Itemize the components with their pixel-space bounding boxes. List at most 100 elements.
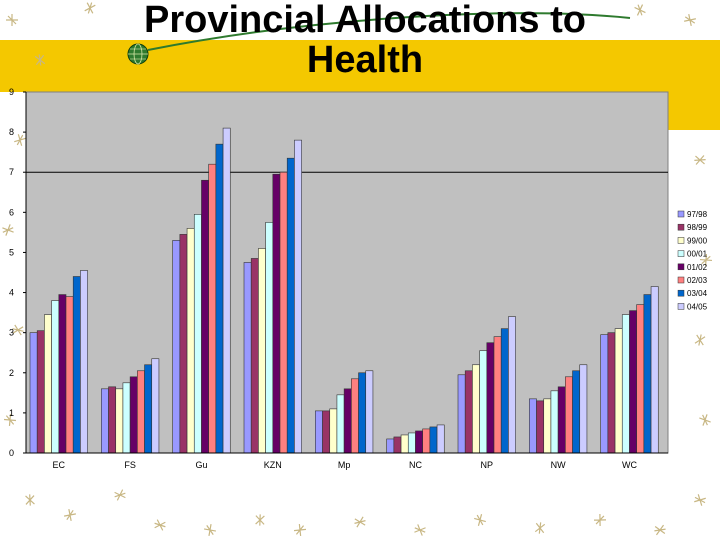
bar-np-98-99: [464, 370, 473, 454]
bar-np-04-05: [508, 316, 516, 454]
doodle-mark: [14, 134, 26, 146]
bar-gu-00-01: [193, 214, 202, 454]
bar-nc-99-00: [400, 434, 409, 454]
y-tick-label: 6: [9, 207, 14, 217]
doodle-mark: [114, 489, 126, 501]
legend-label: 97/98: [687, 210, 708, 219]
bar-gu-98-99: [179, 234, 188, 454]
legend-swatch: [677, 276, 685, 284]
doodle-mark: [3, 413, 17, 427]
y-tick-label: 7: [9, 167, 14, 177]
bar-kzn-97-98: [243, 262, 252, 454]
bar-kzn-04-05: [294, 139, 302, 454]
bar-ec-04-05: [80, 270, 88, 454]
x-tick-label: FS: [124, 460, 136, 470]
bar-kzn-99-00: [258, 248, 266, 454]
y-axis: 0 1 2 3 4 5 6 7 8 9: [9, 87, 27, 458]
bar-gu-04-05: [222, 127, 231, 454]
legend-swatch: [677, 223, 685, 231]
bar-nw-02-03: [565, 376, 573, 454]
bars: [29, 127, 659, 454]
bar-fs-98-99: [108, 386, 117, 454]
bar-nc-00-01: [407, 432, 416, 454]
doodle-mark: [634, 4, 646, 16]
bar-ec-02-03: [65, 296, 74, 454]
legend-label: 01/02: [687, 263, 708, 272]
bar-mp-03-04: [358, 372, 367, 454]
bar-gu-99-00: [186, 228, 195, 454]
doodle-mark: [255, 514, 265, 526]
bar-fs-99-00: [115, 388, 124, 454]
y-tick-label: 9: [9, 87, 14, 97]
y-tick-label: 2: [9, 368, 14, 378]
bar-kzn-01-02: [272, 173, 281, 454]
bar-np-01-02: [486, 342, 495, 454]
bar-mp-99-00: [329, 408, 338, 454]
x-axis: EC FS Gu KZN Mp NC NP NW WC: [26, 452, 668, 470]
bar-wc-04-05: [650, 286, 659, 454]
bar-ec-03-04: [72, 276, 81, 454]
bar-nw-03-04: [572, 370, 581, 454]
bar-fs-04-05: [151, 358, 160, 454]
doodle-mark: [694, 334, 706, 346]
y-tick-label: 5: [9, 247, 14, 257]
x-tick-label: Gu: [195, 460, 207, 470]
bar-nw-01-02: [557, 386, 566, 454]
x-tick-label: NC: [409, 460, 422, 470]
doodle-mark: [354, 516, 366, 528]
legend-label: 98/99: [687, 223, 708, 232]
bar-np-00-01: [479, 350, 488, 454]
x-tick-label: KZN: [264, 460, 282, 470]
legend-swatch: [677, 289, 685, 297]
bar-nw-00-01: [550, 390, 559, 454]
bar-nc-98-99: [393, 436, 402, 454]
doodle-mark: [25, 494, 35, 506]
bar-nc-97-98: [386, 438, 395, 454]
bar-mp-00-01: [336, 394, 345, 454]
bar-mp-98-99: [322, 410, 331, 454]
bar-nc-03-04: [429, 426, 438, 454]
x-tick-label: NP: [481, 460, 494, 470]
y-tick-label: 0: [9, 448, 14, 458]
doodle-mark: [203, 523, 217, 537]
bar-nw-98-99: [536, 400, 545, 454]
bar-fs-03-04: [144, 364, 153, 454]
bar-nc-04-05: [436, 424, 445, 454]
bar-group-ec: [29, 270, 88, 454]
doodle-mark: [34, 54, 46, 66]
bar-wc-98-99: [607, 332, 616, 454]
doodle-mark: [84, 2, 96, 14]
legend-swatch: [677, 250, 685, 257]
bar-fs-02-03: [137, 370, 145, 454]
bar-group-nc: [386, 424, 445, 454]
bar-fs-97-98: [101, 388, 109, 454]
yellow-accent-block: [668, 92, 720, 130]
bar-wc-99-00: [614, 328, 623, 454]
bar-ec-01-02: [58, 294, 67, 454]
bar-kzn-00-01: [265, 222, 274, 454]
yellow-accent-bar: [0, 40, 720, 92]
doodle-mark: [6, 14, 18, 26]
legend-label: 00/01: [687, 250, 708, 259]
bar-wc-00-01: [621, 314, 630, 454]
legend-label: 02/03: [687, 276, 708, 285]
bar-nw-04-05: [579, 364, 588, 454]
doodle-mark: [414, 524, 426, 536]
bar-group-gu: [172, 127, 231, 454]
bar-np-03-04: [500, 328, 509, 454]
globe-icon: [127, 12, 631, 65]
legend: 97/98 98/99 99/00 00/01 01/02 02/03 03/04 04/05: [677, 210, 708, 311]
doodle-mark: [699, 414, 711, 426]
x-tick-label: WC: [622, 460, 637, 470]
bar-mp-04-05: [365, 370, 374, 454]
legend-swatch: [677, 303, 685, 310]
doodle-mark: [534, 522, 546, 534]
y-tick-label: 8: [9, 127, 14, 137]
bar-np-02-03: [493, 336, 502, 454]
bar-fs-01-02: [129, 376, 138, 454]
x-tick-label: NW: [551, 460, 566, 470]
y-tick-label: 4: [9, 288, 14, 298]
legend-swatch: [677, 237, 685, 244]
